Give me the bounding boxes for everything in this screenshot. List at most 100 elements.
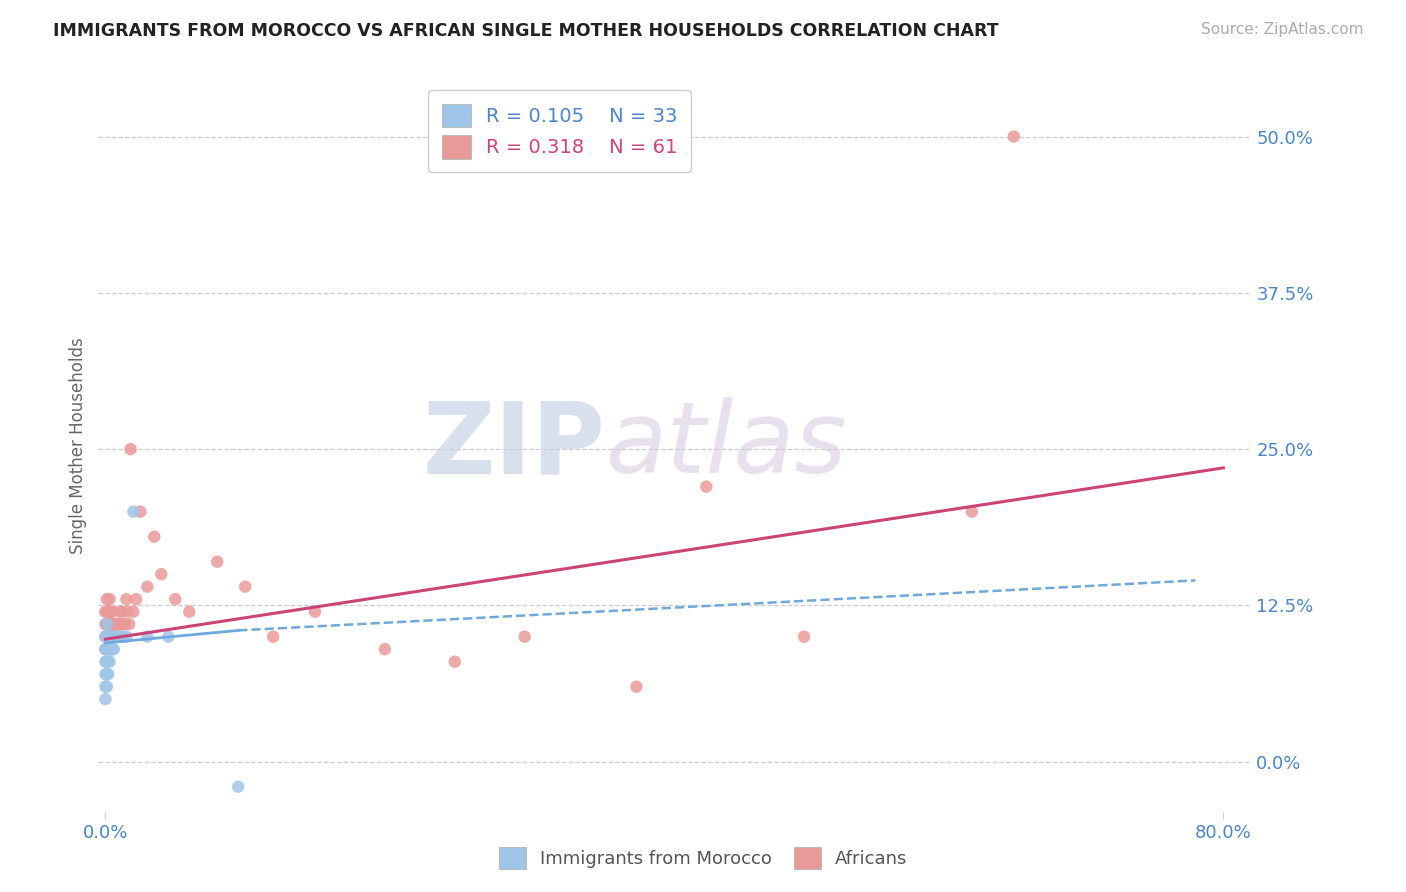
Point bbox=[100, 630, 122, 644]
Point bbox=[179, 605, 201, 619]
Point bbox=[960, 505, 983, 519]
Point bbox=[104, 617, 127, 632]
Point bbox=[103, 617, 125, 632]
Point bbox=[96, 667, 118, 681]
Point bbox=[114, 617, 136, 632]
Point bbox=[96, 642, 118, 657]
Point bbox=[98, 655, 121, 669]
Point bbox=[94, 642, 117, 657]
Point bbox=[100, 630, 122, 644]
Point bbox=[150, 567, 173, 582]
Point bbox=[100, 642, 122, 657]
Point bbox=[97, 655, 120, 669]
Text: ZIP: ZIP bbox=[423, 398, 606, 494]
Point bbox=[262, 630, 284, 644]
Point bbox=[101, 630, 124, 644]
Point bbox=[98, 630, 121, 644]
Point bbox=[97, 667, 120, 681]
Point bbox=[125, 592, 148, 607]
Point bbox=[793, 630, 815, 644]
Point bbox=[136, 630, 159, 644]
Point bbox=[157, 630, 180, 644]
Point bbox=[101, 642, 124, 657]
Point bbox=[97, 617, 120, 632]
Point bbox=[100, 605, 122, 619]
Point bbox=[94, 605, 117, 619]
Point bbox=[97, 630, 120, 644]
Point bbox=[104, 630, 127, 644]
Point bbox=[104, 630, 127, 644]
Point bbox=[122, 605, 145, 619]
Point bbox=[118, 617, 141, 632]
Point bbox=[98, 617, 121, 632]
Point bbox=[1002, 129, 1025, 144]
Point bbox=[94, 680, 117, 694]
Point bbox=[98, 592, 121, 607]
Text: atlas: atlas bbox=[606, 398, 848, 494]
Text: IMMIGRANTS FROM MOROCCO VS AFRICAN SINGLE MOTHER HOUSEHOLDS CORRELATION CHART: IMMIGRANTS FROM MOROCCO VS AFRICAN SINGL… bbox=[53, 22, 1000, 40]
Point bbox=[117, 605, 139, 619]
Point bbox=[136, 580, 159, 594]
Point bbox=[105, 617, 128, 632]
Point bbox=[107, 630, 129, 644]
Point bbox=[98, 605, 121, 619]
Point bbox=[112, 617, 135, 632]
Point bbox=[115, 630, 138, 644]
Legend: Immigrants from Morocco, Africans: Immigrants from Morocco, Africans bbox=[491, 839, 915, 876]
Point bbox=[626, 680, 648, 694]
Point bbox=[226, 780, 249, 794]
Point bbox=[122, 505, 145, 519]
Point bbox=[233, 580, 256, 594]
Text: Source: ZipAtlas.com: Source: ZipAtlas.com bbox=[1201, 22, 1364, 37]
Point bbox=[94, 655, 117, 669]
Point bbox=[97, 605, 120, 619]
Point bbox=[101, 605, 124, 619]
Point bbox=[108, 630, 131, 644]
Point bbox=[98, 642, 121, 657]
Point bbox=[443, 655, 465, 669]
Point bbox=[111, 605, 134, 619]
Point bbox=[115, 592, 138, 607]
Point bbox=[120, 442, 142, 457]
Point bbox=[103, 630, 125, 644]
Point bbox=[96, 680, 118, 694]
Point bbox=[96, 630, 118, 644]
Point bbox=[513, 630, 536, 644]
Point bbox=[100, 617, 122, 632]
Y-axis label: Single Mother Households: Single Mother Households bbox=[69, 338, 87, 554]
Point bbox=[111, 630, 134, 644]
Point bbox=[97, 642, 120, 657]
Point bbox=[94, 642, 117, 657]
Point bbox=[304, 605, 326, 619]
Point bbox=[108, 605, 131, 619]
Point bbox=[97, 642, 120, 657]
Point bbox=[94, 617, 117, 632]
Point bbox=[94, 630, 117, 644]
Point bbox=[103, 642, 125, 657]
Point bbox=[96, 617, 118, 632]
Point bbox=[143, 530, 166, 544]
Point bbox=[94, 667, 117, 681]
Point bbox=[105, 630, 128, 644]
Point bbox=[96, 655, 118, 669]
Point bbox=[105, 630, 128, 644]
Point bbox=[96, 592, 118, 607]
Point bbox=[101, 630, 124, 644]
Point bbox=[96, 630, 118, 644]
Point bbox=[96, 617, 118, 632]
Point bbox=[94, 692, 117, 706]
Point bbox=[101, 617, 124, 632]
Point bbox=[165, 592, 187, 607]
Point bbox=[374, 642, 396, 657]
Point bbox=[205, 555, 228, 569]
Point bbox=[695, 480, 717, 494]
Legend: R = 0.105    N = 33, R = 0.318    N = 61: R = 0.105 N = 33, R = 0.318 N = 61 bbox=[427, 90, 692, 172]
Point bbox=[96, 642, 118, 657]
Point bbox=[94, 630, 117, 644]
Point bbox=[101, 642, 124, 657]
Point bbox=[98, 630, 121, 644]
Point bbox=[97, 630, 120, 644]
Point bbox=[129, 505, 152, 519]
Point bbox=[96, 605, 118, 619]
Point bbox=[108, 617, 131, 632]
